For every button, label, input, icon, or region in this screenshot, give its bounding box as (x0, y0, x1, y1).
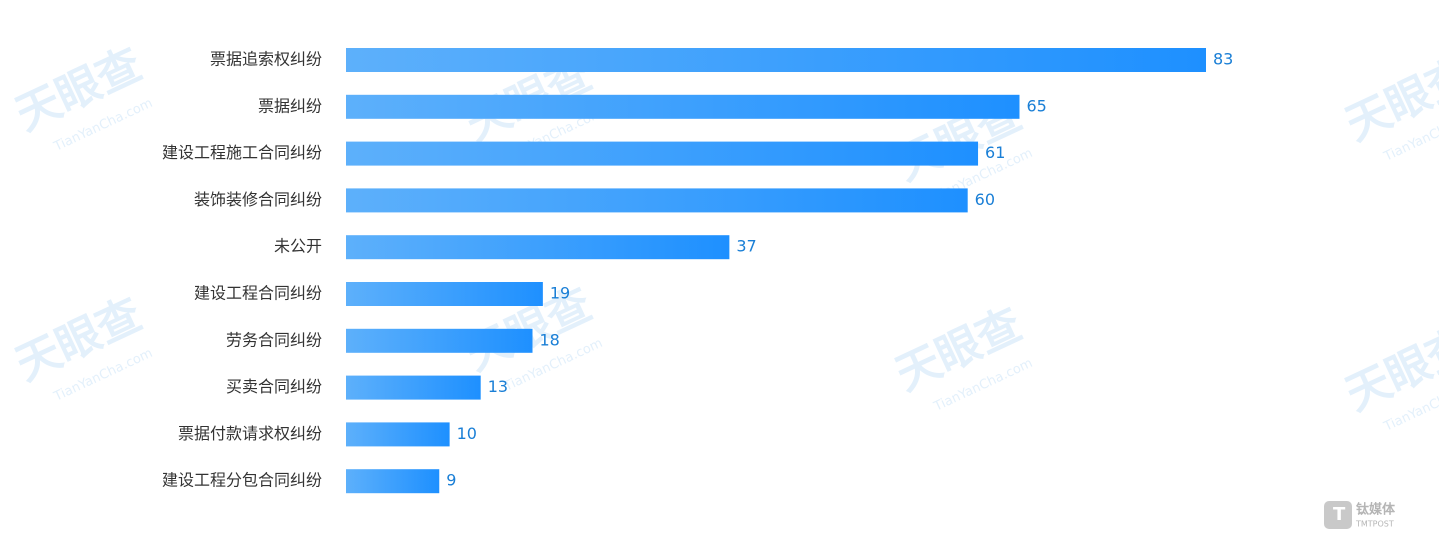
bar (346, 94, 1020, 119)
logo-sub: TMTPOST (1355, 520, 1394, 529)
value-label: 65 (1026, 96, 1046, 115)
category-label: 装饰装修合同纠纷 (194, 190, 322, 209)
value-label: 18 (540, 330, 560, 349)
bar (346, 422, 450, 447)
category-label: 劳务合同纠纷 (226, 330, 322, 349)
bar (346, 469, 440, 494)
bar (346, 141, 979, 166)
category-label: 建设工程分包合同纠纷 (162, 471, 322, 490)
watermark: 天眼查 (888, 299, 1029, 401)
watermark: 天眼查 (8, 39, 149, 141)
value-label: 19 (550, 284, 570, 303)
value-label: 10 (457, 424, 477, 443)
bar (346, 188, 968, 213)
bars: 票据追索权纠纷 83 票据纠纷 65 建设工程施工合同纠纷 61 装饰装修合同纠纷 60 未公开… (162, 48, 1233, 494)
logo-icon-t: T (1333, 504, 1346, 525)
category-label: 票据追索权纠纷 (210, 50, 322, 69)
value-label: 61 (985, 143, 1005, 162)
category-label: 建设工程施工合同纠纷 (162, 143, 322, 162)
bar (346, 48, 1206, 72)
bar (346, 235, 730, 260)
category-label: 建设工程合同纠纷 (194, 284, 322, 303)
value-label: 37 (736, 237, 756, 256)
value-label: 13 (488, 377, 508, 396)
bar (346, 328, 533, 353)
value-label: 9 (446, 471, 456, 490)
category-label: 票据付款请求权纠纷 (178, 424, 322, 443)
category-label: 买卖合同纠纷 (226, 377, 322, 396)
value-label: 60 (975, 190, 995, 209)
bar (346, 282, 543, 306)
logo: 钛媒体 (1355, 502, 1396, 518)
logo-icon (1324, 501, 1352, 529)
category-label: 未公开 (274, 237, 322, 256)
watermark: 天眼查 (8, 289, 149, 391)
bar (346, 375, 481, 400)
category-label: 票据纠纷 (258, 96, 322, 115)
value-label: 83 (1213, 50, 1233, 69)
